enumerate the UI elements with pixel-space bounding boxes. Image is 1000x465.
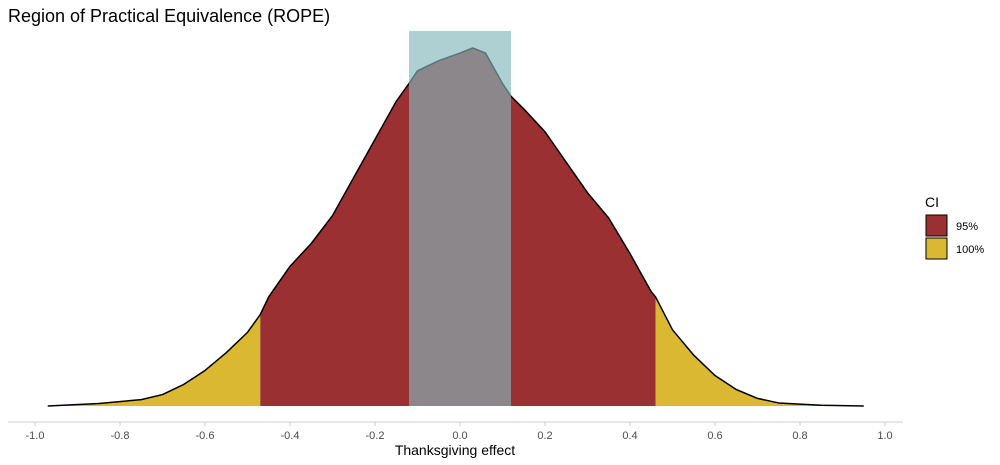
x-tick-label: -0.8 xyxy=(111,430,130,442)
x-tick-label: 0.6 xyxy=(707,430,722,442)
x-tick-label: 0.8 xyxy=(792,430,807,442)
x-tick-label: -0.6 xyxy=(196,430,215,442)
x-tick-label: 0.2 xyxy=(537,430,552,442)
ci-100-right-tail xyxy=(655,296,864,406)
plot-area xyxy=(47,31,864,407)
x-axis-ticks: -1.0 -0.8 -0.6 -0.4 -0.2 0.0 0.2 0.4 0.6 0.8 1.0 xyxy=(26,422,893,442)
legend: CI 95% 100% xyxy=(925,194,984,260)
x-tick-label: 0.0 xyxy=(452,430,467,442)
x-tick-label: -0.2 xyxy=(366,430,385,442)
legend-swatch xyxy=(925,237,948,260)
x-axis-title: Thanksgiving effect xyxy=(395,442,515,458)
rope-band xyxy=(409,31,511,406)
legend-title: CI xyxy=(925,194,939,210)
legend-entries: 95% 100% xyxy=(925,214,984,260)
x-tick-label: -1.0 xyxy=(26,430,45,442)
legend-label: 95% xyxy=(956,221,978,233)
chart-title: Region of Practical Equivalence (ROPE) xyxy=(8,6,330,26)
legend-label: 100% xyxy=(956,244,984,256)
ci-100-left-tail xyxy=(47,314,261,406)
x-tick-label: 1.0 xyxy=(877,430,892,442)
x-tick-label: -0.4 xyxy=(281,430,300,442)
x-tick-label: 0.4 xyxy=(622,430,637,442)
legend-swatch xyxy=(925,214,948,237)
